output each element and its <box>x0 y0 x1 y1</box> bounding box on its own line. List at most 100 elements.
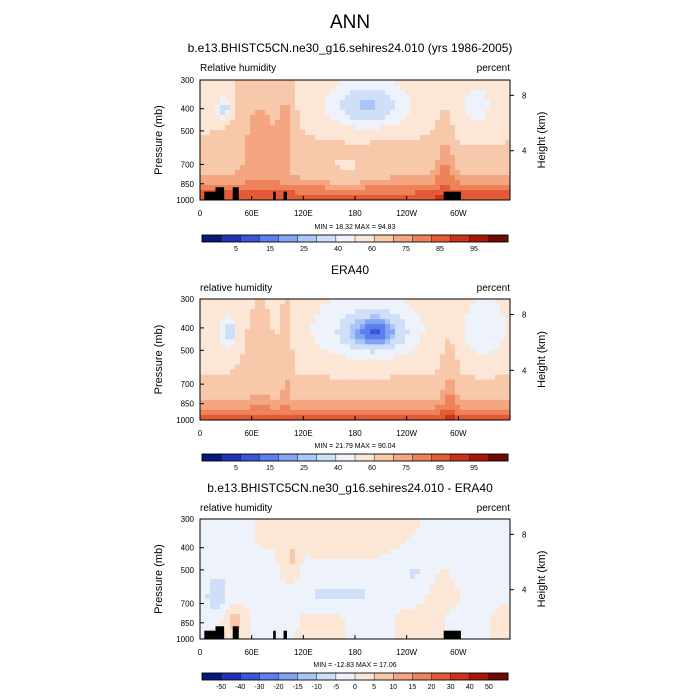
panel3-contour-cell <box>405 549 411 555</box>
panel1-contour-cell <box>505 115 510 121</box>
panel1-contour-cell <box>405 95 411 101</box>
panel2-contour-cell <box>220 364 226 371</box>
panel2-contour-cell <box>330 344 336 351</box>
panel2-colorbar-label: 60 <box>368 465 376 472</box>
panel1-contour-cell <box>455 170 461 176</box>
panel1-contour-cell <box>405 180 411 186</box>
panel2-contour-cell <box>400 394 406 401</box>
panel1-contour-cell <box>300 120 306 126</box>
panel2-contour-cell <box>395 379 401 386</box>
panel3-contour-cell <box>430 539 436 545</box>
panel2-contour-cell <box>295 389 301 396</box>
panel1-contour-cell <box>260 160 266 166</box>
panel1-contour-cell <box>445 125 451 131</box>
panel1-contour-cell <box>405 135 411 141</box>
panel3-contour-cell <box>240 609 246 615</box>
panel3-contour-cell <box>365 574 371 580</box>
panel2-contour-cell <box>255 319 261 325</box>
panel2-contour-cell <box>355 394 361 401</box>
panel3-contour-cell <box>425 619 431 625</box>
panel1-contour-cell <box>485 120 491 126</box>
panel2-contour-cell <box>255 304 261 310</box>
panel2-contour-cell <box>310 414 316 420</box>
panel2-contour-cell <box>390 299 396 305</box>
panel3-contour-cell <box>345 569 351 575</box>
panel1-contour-cell <box>430 115 436 121</box>
panel1-contour-cell <box>200 85 206 91</box>
panel2-contour-cell <box>420 299 426 305</box>
panel2-contour-cell <box>455 404 461 411</box>
panel2-contour-cell <box>385 304 391 310</box>
panel2-contour-cell <box>445 309 451 315</box>
panel3-contour-cell <box>410 599 416 605</box>
panel2-contour-cell <box>495 404 501 411</box>
panel2-contour-cell <box>220 344 226 351</box>
panel3-contour-cell <box>485 559 491 565</box>
panel1-contour-cell <box>320 165 326 171</box>
panel1-contour-cell <box>390 140 396 146</box>
panel3-contour-cell <box>405 564 411 570</box>
panel2-contour-cell <box>435 349 441 356</box>
panel2-contour-cell <box>240 384 246 391</box>
panel2-contour-cell <box>325 344 331 351</box>
panel1-contour-cell <box>475 135 481 141</box>
panel2-contour-cell <box>430 389 436 396</box>
panel1-contour-cell <box>420 80 426 86</box>
panel1-contour-cell <box>255 95 261 101</box>
panel1-contour-cell <box>445 155 451 161</box>
panel2-contour-cell <box>325 374 331 381</box>
panel2-contour-cell <box>460 394 466 401</box>
panel1-contour-cell <box>230 115 236 121</box>
panel1-contour-cell <box>230 135 236 141</box>
panel2-contour-cell <box>255 414 261 420</box>
panel1-contour-cell <box>210 145 216 151</box>
panel2-contour-cell <box>340 389 346 396</box>
panel2-contour-cell <box>390 344 396 351</box>
panel1-contour-cell <box>500 150 506 156</box>
panel1-contour-cell <box>420 90 426 96</box>
panel2-contour-cell <box>475 324 481 330</box>
panel2-contour-cell <box>480 394 486 401</box>
panel3-contour-cell <box>370 574 376 580</box>
panel2-contour-cell <box>370 414 376 420</box>
panel3-contour-cell <box>385 559 391 565</box>
panel3-contour-cell <box>285 539 291 545</box>
panel2-contour-cell <box>395 314 401 320</box>
panel1-contour-cell <box>460 130 466 136</box>
panel3-colorbar-label: -40 <box>235 684 245 691</box>
panel3-contour-cell <box>505 599 510 605</box>
panel1-contour-cell <box>325 175 331 181</box>
panel2-contour-cell <box>255 404 261 411</box>
panel2-contour-cell <box>315 394 321 401</box>
panel2-contour-cell <box>475 309 481 315</box>
panel1-contour-cell <box>500 85 506 91</box>
panel1-contour-cell <box>295 95 301 101</box>
panel3-colorbar-label: 5 <box>372 684 376 691</box>
panel1-contour-cell <box>465 130 471 136</box>
panel1-contour-cell <box>315 130 321 136</box>
panel3-contour-cell <box>490 559 496 565</box>
panel3-contour-cell <box>215 574 221 580</box>
panel2-contour-cell <box>425 324 431 330</box>
panel3-contour-cell <box>275 564 281 570</box>
panel3-contour-cell <box>460 524 466 530</box>
panel2-contour-cell <box>445 394 451 401</box>
panel2-contour-cell <box>340 304 346 310</box>
panel2-contour-cell <box>200 389 206 396</box>
panel2-contour-cell <box>365 379 371 386</box>
panel2-contour-cell <box>395 334 401 340</box>
panel1-contour-cell <box>440 170 446 176</box>
panel3-contour-cell <box>460 609 466 615</box>
panel2-contour-cell <box>430 384 436 391</box>
panel3-contour-cell <box>345 544 351 550</box>
panel3-contour-cell <box>410 549 416 555</box>
panel1-contour-cell <box>265 105 271 111</box>
panel2-contour-cell <box>505 334 510 340</box>
panel3-contour-cell <box>400 624 406 630</box>
panel2-contour-cell <box>205 304 211 310</box>
panel1-contour-cell <box>360 195 366 200</box>
panel2-contour-cell <box>440 324 446 330</box>
panel3-contour-cell <box>430 624 436 630</box>
panel2-contour-cell <box>340 359 346 366</box>
panel2-contour-cell <box>245 379 251 386</box>
